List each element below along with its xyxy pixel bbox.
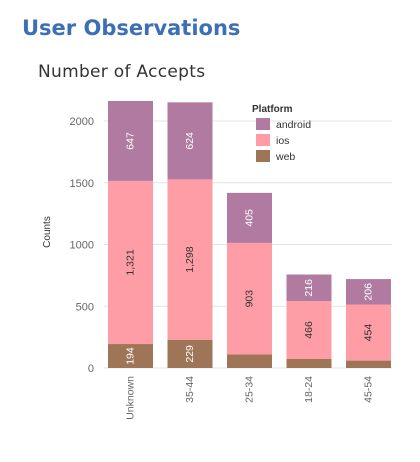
x-axis: Unknown 35-44 25-34 18-24 45-54 <box>124 376 374 420</box>
bar-segment-web <box>108 344 153 368</box>
bar-segment-android <box>227 192 272 243</box>
data-label: 216 <box>303 279 315 297</box>
y-axis-label: Counts <box>42 216 53 248</box>
legend-swatch-web <box>256 150 270 162</box>
bar-segment-ios <box>167 179 213 340</box>
bar-segment-ios <box>108 180 153 345</box>
data-label: 624 <box>184 132 196 150</box>
bar-segment-web <box>227 354 272 368</box>
bar-segment-android <box>346 279 391 305</box>
legend-swatch-android <box>256 118 270 130</box>
x-tick-label: 35-44 <box>184 376 196 403</box>
y-tick-label: 500 <box>76 301 94 313</box>
data-label: 229 <box>184 345 196 363</box>
y-tick-label: 1500 <box>70 178 94 190</box>
x-tick-label: 45-54 <box>362 376 374 403</box>
legend-entry-ios: ios <box>276 135 289 147</box>
y-axis: 0 500 1000 1500 2000 <box>70 116 94 375</box>
bar-segment-web <box>286 358 332 368</box>
data-label: 647 <box>124 132 136 150</box>
data-label: 194 <box>124 347 136 365</box>
legend-entry-android: android <box>276 119 311 131</box>
legend: Platform android ios web <box>252 104 311 163</box>
y-tick-label: 0 <box>88 363 94 375</box>
bar-segment-ios <box>346 304 391 361</box>
bars: 194 1,321 647 229 1,298 624 903 405 466 216 454 206 <box>108 100 391 368</box>
bar-segment-web <box>167 339 213 368</box>
data-label: 454 <box>362 324 374 342</box>
data-label: 206 <box>362 283 374 301</box>
y-tick-label: 1000 <box>70 240 94 252</box>
legend-title: Platform <box>252 104 293 115</box>
bar-segment-ios <box>227 242 272 355</box>
chart-title: Number of Accepts <box>38 62 206 82</box>
data-label: 903 <box>243 290 255 308</box>
data-label: 466 <box>303 321 315 339</box>
page-title: User Observations <box>22 16 241 40</box>
bar-segment-android <box>286 274 332 302</box>
y-tick-label: 2000 <box>70 116 94 128</box>
legend-entry-web: web <box>275 151 295 163</box>
data-label: 405 <box>243 209 255 227</box>
bar-segment-android <box>108 100 153 181</box>
bar-segment-android <box>167 102 213 180</box>
x-tick-label: 18-24 <box>303 376 315 403</box>
legend-swatch-ios <box>256 134 270 146</box>
data-label: 1,321 <box>124 249 136 275</box>
data-label: 1,298 <box>184 246 196 272</box>
bar-segment-ios <box>286 301 332 359</box>
x-tick-label: Unknown <box>124 376 136 420</box>
x-tick-label: 25-34 <box>243 376 255 403</box>
bar-segment-web <box>346 360 391 368</box>
